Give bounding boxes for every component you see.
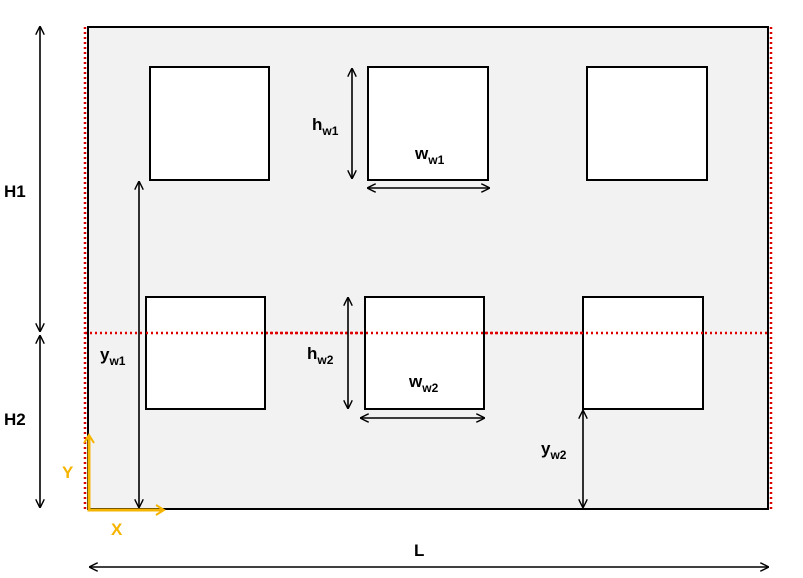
axis-x-arrowhead	[155, 504, 166, 516]
label-ww1: ww1	[414, 144, 445, 167]
window-lower-right	[582, 296, 704, 410]
label-hw1: hw1	[312, 115, 339, 138]
label-hw2: hw2	[307, 344, 334, 367]
axis-y-label: Y	[62, 463, 74, 482]
window-upper-left	[149, 66, 270, 181]
window-upper-right	[586, 66, 708, 181]
label-yw1: yw1	[100, 345, 126, 368]
label-ww2: ww2	[408, 372, 439, 395]
window-lower-left	[145, 296, 266, 410]
label-h2: H2	[4, 410, 26, 429]
axis-y-arrowhead	[83, 433, 95, 444]
label-h1: H1	[4, 182, 26, 201]
window-upper-middle	[367, 66, 489, 181]
axes-icon	[87, 437, 162, 512]
label-l: L	[414, 541, 424, 560]
label-yw2: yw2	[541, 439, 567, 462]
axis-x-label: X	[111, 520, 123, 539]
window-lower-middle	[364, 296, 485, 410]
